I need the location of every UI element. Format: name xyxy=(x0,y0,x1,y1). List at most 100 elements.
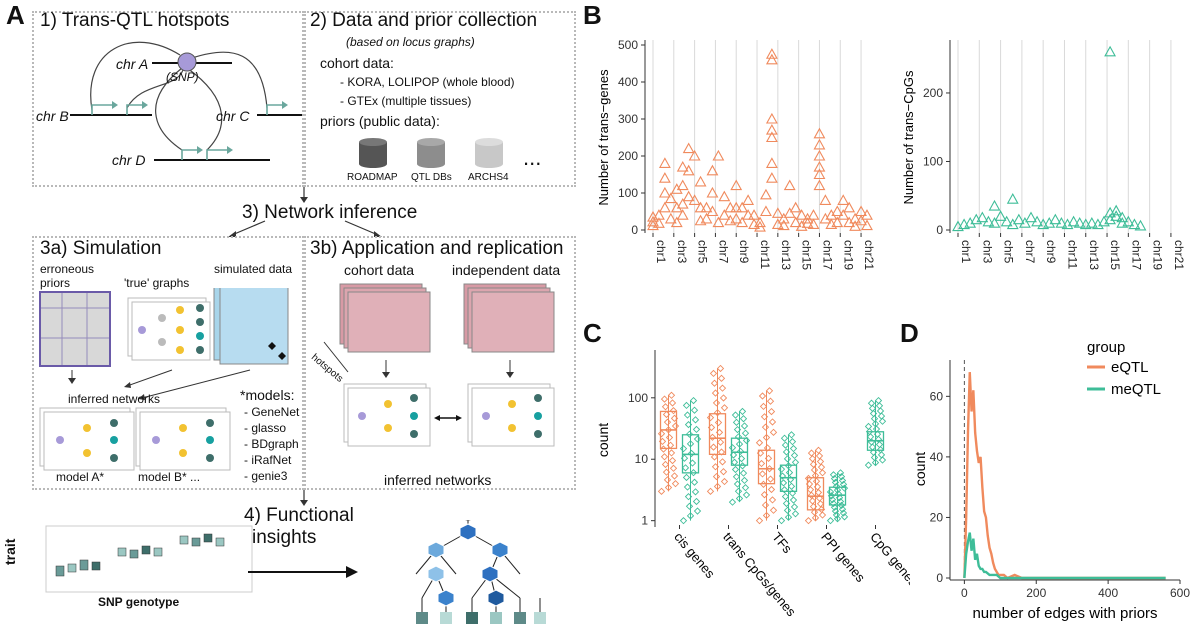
jitter-point xyxy=(867,438,876,446)
jitter-point xyxy=(780,486,789,494)
data-point xyxy=(1128,218,1141,230)
step1-title: 1) Trans-QTL hotspots xyxy=(40,10,230,31)
database-icon xyxy=(417,138,445,168)
jitter-point xyxy=(690,406,699,414)
data-point xyxy=(682,164,695,176)
data-point xyxy=(760,188,772,200)
jitter-point xyxy=(811,514,820,522)
box-eQTL xyxy=(804,446,827,525)
x-tick-label: chr3 xyxy=(980,240,994,264)
x-tick-label: chr21 xyxy=(1172,240,1186,270)
data-point xyxy=(700,201,713,213)
data-point xyxy=(994,210,1007,221)
data-point xyxy=(1110,204,1123,216)
db-label: ARCHS4 xyxy=(468,172,509,183)
cohort-item: - KORA, LOLIPOP (whole blood) xyxy=(340,75,515,89)
data-point xyxy=(807,218,820,229)
jitter-point xyxy=(876,446,885,454)
data-point xyxy=(653,217,665,228)
jitter-point xyxy=(661,460,670,469)
jitter-point xyxy=(837,473,846,481)
data-point xyxy=(843,201,856,213)
legend-title: group xyxy=(1087,339,1125,356)
erroneous-label: erroneous xyxy=(40,262,95,276)
jitter-point xyxy=(790,451,799,460)
data-point xyxy=(700,212,713,224)
jitter-point xyxy=(758,392,767,400)
jitter-point xyxy=(682,401,691,410)
data-point xyxy=(688,149,701,161)
y-axis-label: count xyxy=(912,452,928,486)
jitter-point xyxy=(671,480,680,488)
simulation-diagram xyxy=(39,288,289,471)
jitter-point xyxy=(817,463,826,471)
jitter-point xyxy=(691,488,700,496)
chr-a-label: chr A xyxy=(116,56,149,72)
jitter-point xyxy=(736,447,745,455)
x-tick-label: chr5 xyxy=(696,240,710,264)
jitter-point xyxy=(865,427,874,436)
data-point xyxy=(837,194,850,205)
jitter-point xyxy=(818,511,827,519)
application-diagram xyxy=(323,283,555,447)
jitter-point xyxy=(875,440,884,449)
y-tick-label: 60 xyxy=(930,389,944,403)
simulation-box xyxy=(32,236,304,490)
jitter-point xyxy=(665,433,674,442)
data-point xyxy=(831,216,844,228)
data-point xyxy=(843,216,856,228)
y-tick-label: 1 xyxy=(641,514,648,528)
jitter-point xyxy=(739,469,748,477)
jitter-point xyxy=(766,475,775,483)
jitter-point xyxy=(730,458,739,466)
jitter-point xyxy=(667,391,676,399)
flow-arrows-step3 xyxy=(228,187,382,237)
x-tick-label: 200 xyxy=(1026,586,1046,600)
jitter-point xyxy=(830,474,839,483)
x-tick-label: chr19 xyxy=(1151,240,1165,270)
trans-cpgs-plot: chr1 chr3 chr5 chr7 chr9 chr11 chr13 chr15 chr17… xyxy=(901,40,1186,270)
data-point xyxy=(771,207,784,218)
jitter-point xyxy=(833,515,842,523)
jitter-point xyxy=(816,457,825,466)
data-point xyxy=(694,201,707,213)
jitter-point xyxy=(814,488,823,497)
jitter-point xyxy=(690,478,699,486)
data-point xyxy=(658,186,671,198)
jitter-point xyxy=(765,387,774,395)
priors-label: priors (public data): xyxy=(320,113,440,129)
jitter-point xyxy=(866,433,875,441)
jitter-point xyxy=(870,415,879,423)
jitter-point xyxy=(718,384,727,392)
jitter-point xyxy=(761,423,770,431)
jitter-point xyxy=(791,458,800,466)
data-point xyxy=(682,190,695,202)
data-point xyxy=(1073,217,1086,228)
jitter-point xyxy=(816,500,825,508)
data-point xyxy=(760,205,772,217)
jitter-point xyxy=(868,404,877,412)
jitter-point xyxy=(671,422,680,430)
data-point xyxy=(1018,217,1031,228)
y-tick-label: 10 xyxy=(635,452,649,466)
data-point xyxy=(724,201,737,213)
snp-circle xyxy=(177,52,197,72)
jitter-point xyxy=(738,407,747,416)
data-point xyxy=(783,179,796,191)
step3b-title: 3b) Application and replication xyxy=(310,238,564,259)
jitter-point xyxy=(731,465,740,474)
jitter-point xyxy=(668,456,677,465)
y-axis-label: Number of trans−genes xyxy=(596,69,611,206)
panel-d-letter: D xyxy=(900,318,919,348)
jitter-point xyxy=(681,464,690,472)
box-eQTL xyxy=(657,391,680,495)
cohort-data-sub: cohort data xyxy=(344,262,415,278)
jitter-point xyxy=(679,517,688,525)
jitter-point xyxy=(693,435,702,443)
jitter-point xyxy=(814,446,823,454)
jitter-point xyxy=(783,455,792,463)
chr-d-label: chr D xyxy=(112,152,146,168)
data-point xyxy=(1122,215,1135,227)
y-tick-label: 200 xyxy=(923,86,943,100)
jitter-point xyxy=(719,394,728,402)
